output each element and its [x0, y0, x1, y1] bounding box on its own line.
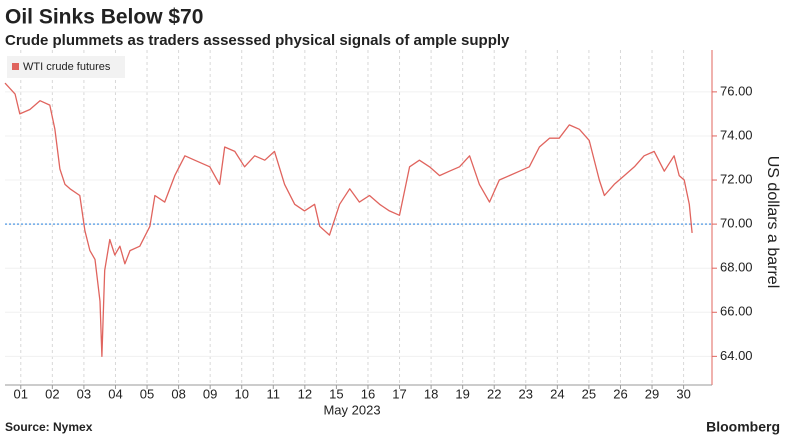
y-tick-label: 64.00	[720, 348, 753, 363]
y-tick-label: 72.00	[720, 171, 753, 186]
x-tick-label: 01	[14, 386, 28, 401]
legend-swatch	[12, 63, 19, 70]
x-tick-label: 25	[582, 386, 596, 401]
x-tick-label: 03	[77, 386, 91, 401]
price-line	[4, 82, 693, 357]
x-tick-label: 11	[267, 386, 281, 401]
x-tick-label: 30	[676, 386, 690, 401]
x-tick-label: 12	[298, 386, 312, 401]
x-tick-label: 10	[234, 386, 248, 401]
y-tick-label: 66.00	[720, 304, 753, 319]
y-tick-label: 68.00	[720, 260, 753, 275]
source: Source: Nymex	[5, 420, 93, 434]
y-tick-label: 76.00	[720, 83, 753, 98]
x-tick-label: 04	[108, 386, 122, 401]
x-tick-label: 09	[203, 386, 217, 401]
chart-subtitle: Crude plummets as traders assessed physi…	[5, 32, 510, 49]
y-tick-label: 70.00	[720, 216, 753, 231]
x-tick-label: 02	[45, 386, 59, 401]
x-tick-label: 23	[519, 386, 533, 401]
y-tick-label: 74.00	[720, 127, 753, 142]
x-tick-label: 08	[171, 386, 185, 401]
chart-title: Oil Sinks Below $70	[5, 6, 203, 29]
x-tick-label: 17	[392, 386, 406, 401]
x-tick-label: 18	[424, 386, 438, 401]
y-axis-label: US dollars a barrel	[764, 156, 781, 289]
legend-label: WTI crude futures	[23, 61, 111, 73]
x-tick-label: 24	[550, 386, 564, 401]
legend-box	[7, 56, 125, 78]
x-axis-label: May 2023	[323, 402, 380, 417]
x-tick-label: 05	[140, 386, 154, 401]
x-tick-label: 16	[361, 386, 375, 401]
x-tick-label: 19	[455, 386, 469, 401]
x-tick-label: 29	[645, 386, 659, 401]
x-tick-label: 15	[329, 386, 343, 401]
x-tick-label: 26	[613, 386, 627, 401]
x-tick-label: 22	[487, 386, 501, 401]
logo: Bloomberg	[706, 419, 780, 435]
